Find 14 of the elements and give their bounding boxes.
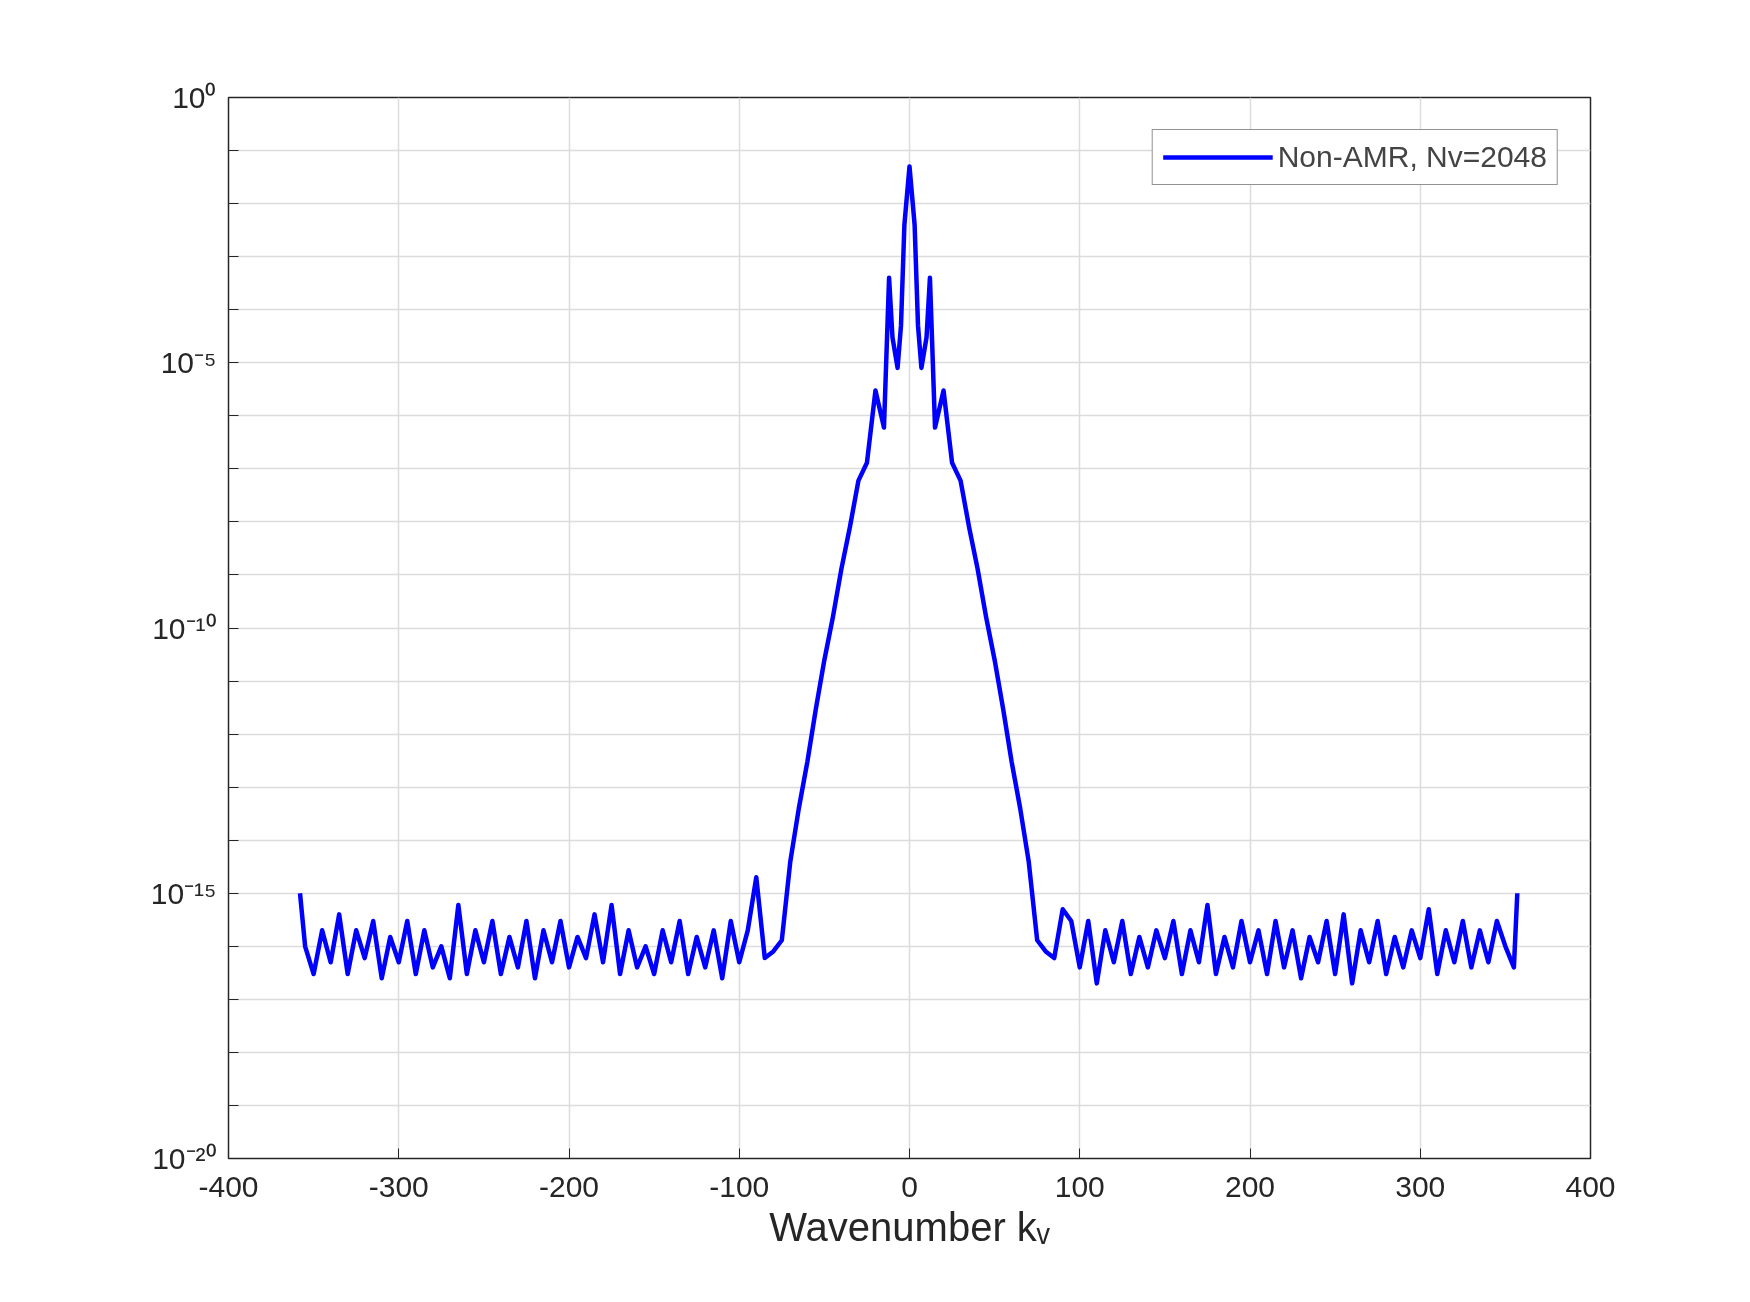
x-tick-label: 100 xyxy=(1054,1169,1105,1203)
y-tick-label: 10⁰ xyxy=(172,81,217,114)
y-tick-label: 10⁻¹⁵ xyxy=(150,876,217,910)
legend-label: Non-AMR, Nv=2048 xyxy=(1277,140,1547,174)
x-tick-label: -100 xyxy=(709,1169,770,1203)
x-tick-label: 0 xyxy=(901,1169,918,1203)
x-tick-label: 200 xyxy=(1224,1169,1276,1203)
x-tick-label: 400 xyxy=(1565,1169,1616,1203)
y-tick-label: 10⁻⁵ xyxy=(160,346,217,380)
x-tick-label: -200 xyxy=(538,1169,600,1203)
x-tick-label: 300 xyxy=(1395,1169,1446,1203)
x-axis-title: Wavenumber kᵥ xyxy=(769,1204,1051,1249)
x-tick-label: -300 xyxy=(368,1169,429,1203)
y-tick-label: 10⁻¹⁰ xyxy=(152,611,217,645)
